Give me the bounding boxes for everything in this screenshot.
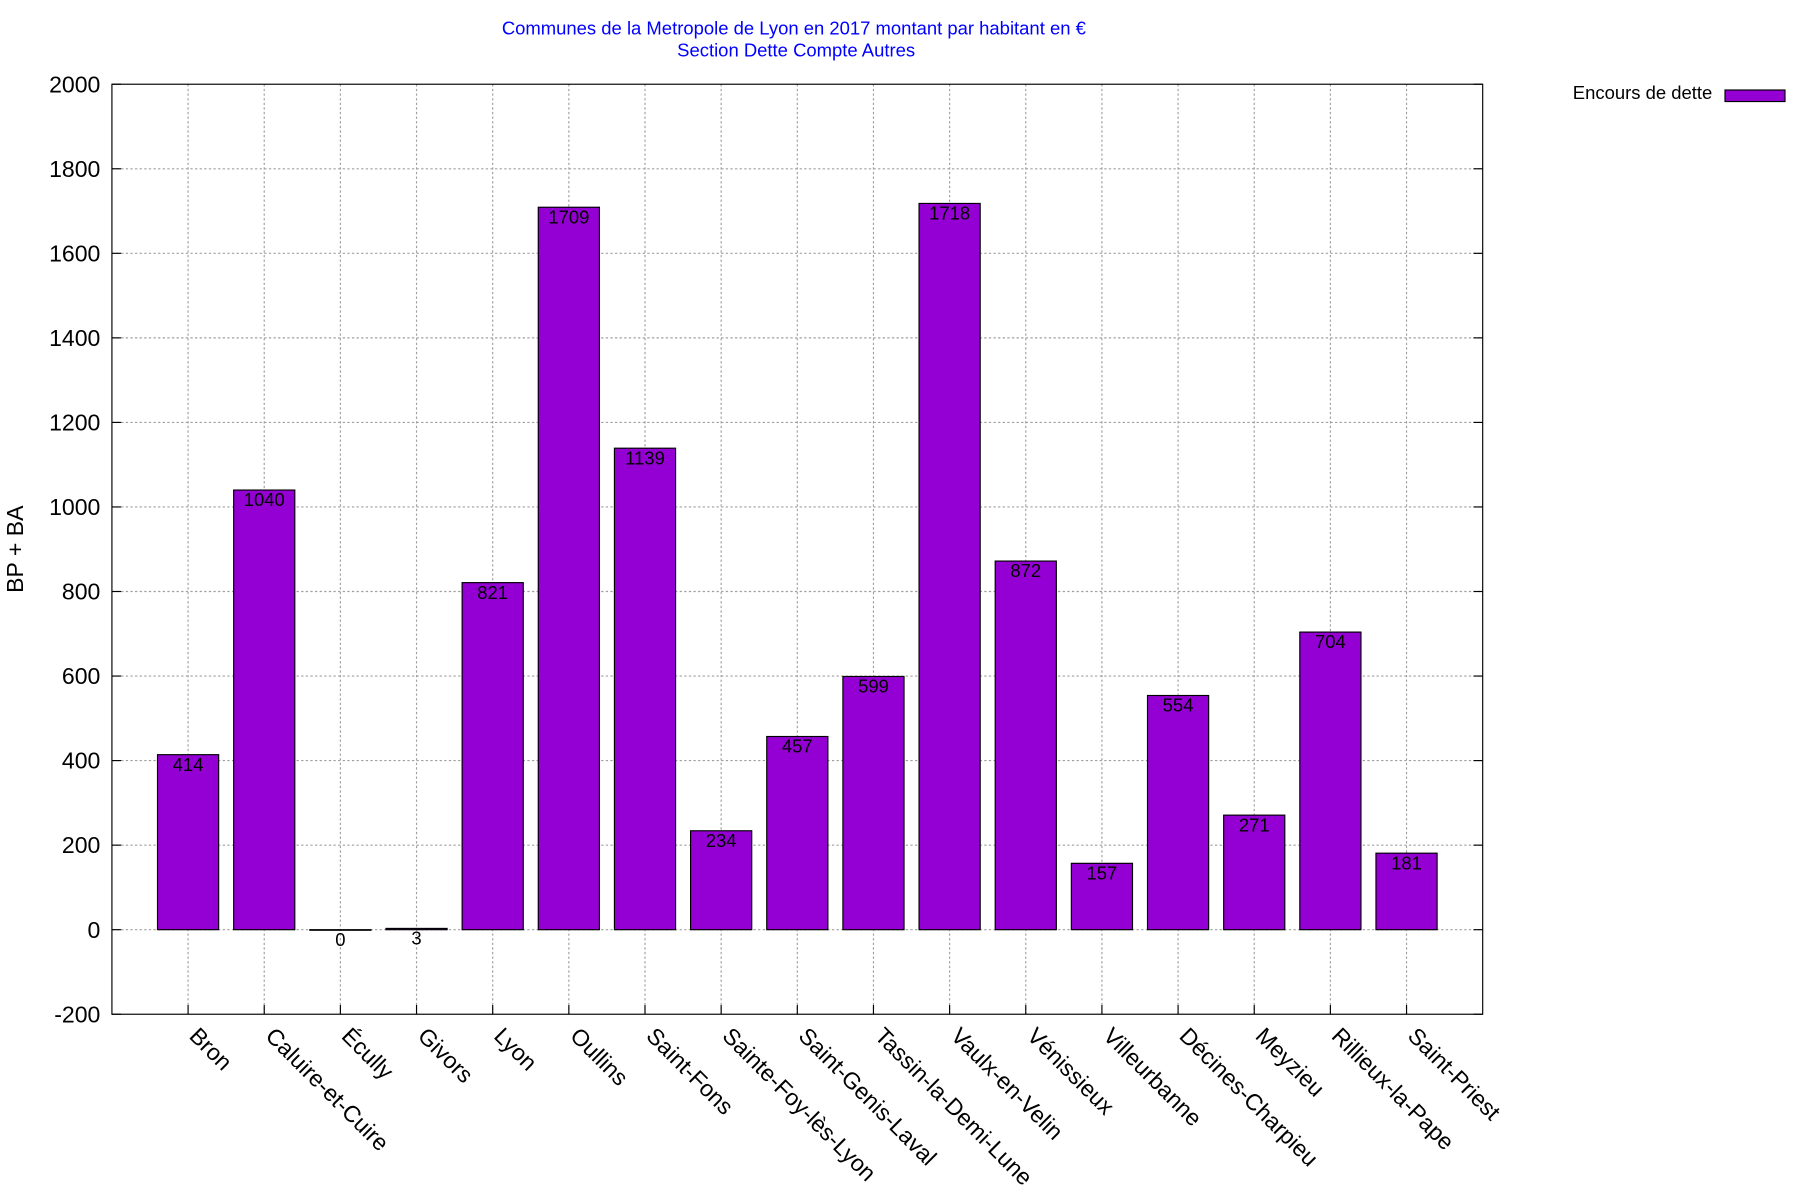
bar: [385, 927, 448, 931]
bar: [994, 560, 1057, 931]
data-label: 234: [706, 830, 737, 851]
bar: [156, 754, 220, 931]
bar: [613, 447, 677, 931]
data-label: 1040: [244, 489, 285, 510]
y-axis: -200 0 200 400 600 800 1000 1200 1400 1600 1800 200…: [49, 71, 1483, 1027]
data-label: 181: [1391, 852, 1422, 873]
bar: [309, 929, 372, 931]
data-label: 1718: [929, 203, 970, 224]
bar: [918, 202, 981, 931]
y-tick-label: 600: [62, 663, 100, 689]
x-tick-label: Oullins: [565, 1022, 633, 1090]
y-tick-label: 1400: [49, 325, 100, 351]
bar: [689, 830, 753, 931]
data-label: 0: [335, 929, 345, 950]
y-tick-label: 0: [88, 917, 101, 943]
bar: [461, 582, 524, 931]
bars: 414 1040 0 3 821 1709 1139 234 457 599 1718 872 157 5…: [156, 202, 1438, 950]
bar: [1299, 631, 1362, 931]
y-tick-label: 800: [62, 579, 100, 605]
bar: [1375, 852, 1438, 931]
bar: [1146, 694, 1210, 931]
y-tick-label: 400: [62, 748, 100, 774]
y-tick-label: 1600: [49, 240, 100, 266]
bar: [766, 735, 829, 931]
bar: [1223, 814, 1286, 931]
data-label: 271: [1239, 814, 1270, 835]
y-axis-label: BP + BA: [2, 505, 28, 593]
x-tick-label: Décines-Charpieu: [1175, 1022, 1324, 1171]
legend: Encours de dette: [1573, 82, 1786, 103]
data-label: 599: [858, 676, 889, 697]
y-tick-label: -200: [54, 1001, 100, 1027]
data-label: 1139: [625, 447, 665, 468]
legend-label: Encours de dette: [1573, 82, 1713, 103]
data-label: 704: [1315, 631, 1346, 652]
data-label: 414: [173, 754, 204, 775]
x-tick-label: Écully: [337, 1022, 399, 1084]
grid: [111, 84, 1483, 1015]
data-label: 821: [477, 582, 508, 603]
bar: [233, 489, 296, 931]
data-label: 3: [411, 928, 421, 949]
data-label: 157: [1087, 862, 1118, 883]
y-tick-label: 2000: [49, 71, 100, 97]
x-tick-label: Meyzieu: [1251, 1022, 1330, 1101]
bar: [1070, 862, 1134, 931]
bar: [537, 206, 600, 931]
data-label: 457: [782, 736, 813, 757]
chart-title: Communes de la Metropole de Lyon en 2017…: [502, 18, 1086, 39]
x-tick-label: Givors: [413, 1022, 479, 1088]
chart-subtitle: Section Dette Compte Autres: [677, 40, 915, 61]
y-tick-label: 1800: [49, 156, 100, 182]
data-label: 554: [1163, 695, 1194, 716]
y-tick-label: 1200: [49, 409, 100, 435]
data-label: 872: [1010, 560, 1041, 581]
x-tick-label: Bron: [185, 1022, 238, 1075]
bar: [842, 675, 905, 931]
y-tick-label: 200: [62, 832, 100, 858]
data-label: 1709: [548, 206, 589, 227]
y-tick-label: 1000: [49, 494, 100, 520]
x-tick-label: Lyon: [489, 1022, 542, 1075]
x-tick-label: Sainte-Foy-lès-Lyon: [718, 1022, 882, 1186]
x-tick-label: Saint-Genis-Laval: [794, 1022, 942, 1170]
legend-swatch: [1724, 89, 1786, 103]
